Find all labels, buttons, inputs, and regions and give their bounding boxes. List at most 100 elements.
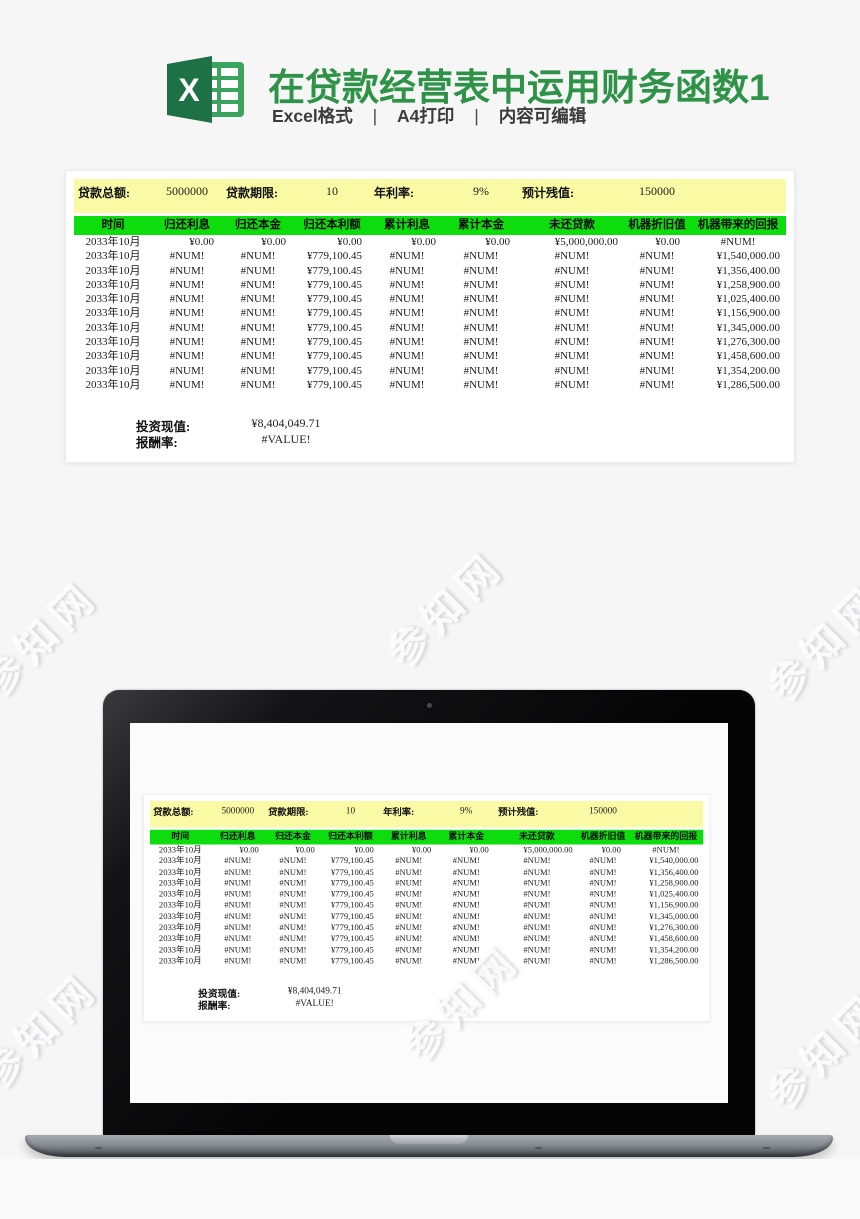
cell-loan-remaining: #NUM! (523, 889, 551, 900)
parameter-label: 年利率: (383, 806, 415, 818)
cell-cum-interest: #NUM! (395, 900, 423, 911)
cell-cum-principal: ¥0.00 (485, 236, 510, 248)
column-header: 机器折旧值 (628, 219, 686, 231)
parameter-label: 预计残值: (498, 806, 539, 818)
table-header-row: 时间 归还利息 归还本金 归还本利额 累计利息 累计本金 未还贷款 机器折旧值 机器带来的回报 (149, 829, 704, 845)
watermark-text: 参知网 (380, 543, 514, 677)
summary-label: 投资现值: (136, 420, 191, 435)
cell-time: 2033年10月 (85, 250, 141, 263)
cell-loan-remaining: #NUM! (523, 856, 551, 866)
cell-cum-principal: #NUM! (452, 911, 480, 922)
cell-depreciation: #NUM! (589, 945, 617, 955)
cell-time: 2033年10月 (158, 934, 202, 944)
cell-payment-total: ¥779,100.45 (307, 250, 362, 263)
cell-loan-remaining: #NUM! (554, 293, 590, 306)
cell-depreciation: #NUM! (589, 889, 617, 900)
column-header: 机器带来的回报 (634, 832, 698, 842)
cell-machine-return: ¥1,458,600.00 (649, 934, 699, 944)
cell-interest-paid: ¥0.00 (239, 845, 259, 855)
cell-interest-paid: #NUM! (169, 250, 205, 263)
table-row: 2033年10月 #NUM! #NUM! ¥779,100.45 #NUM! #… (150, 922, 703, 933)
cell-loan-remaining: #NUM! (523, 934, 551, 944)
cell-time: 2033年10月 (85, 293, 141, 306)
cell-interest-paid: #NUM! (224, 934, 252, 944)
cell-interest-paid: #NUM! (169, 321, 205, 334)
cell-cum-interest: #NUM! (389, 336, 425, 349)
cell-cum-interest: #NUM! (395, 945, 423, 955)
cell-payment-total: ¥779,100.45 (307, 321, 362, 334)
cell-cum-principal: #NUM! (463, 293, 499, 306)
page-title: 在贷款经营表中运用财务函数1 (268, 67, 770, 108)
cell-payment-total: ¥779,100.45 (331, 934, 374, 944)
cell-machine-return: ¥1,345,000.00 (716, 321, 780, 334)
cell-cum-principal: #NUM! (463, 364, 499, 377)
cell-machine-return: ¥1,286,500.00 (649, 956, 699, 966)
column-header: 归还本金 (235, 219, 281, 231)
cell-payment-total: ¥779,100.45 (331, 945, 374, 955)
cell-cum-principal: #NUM! (463, 321, 499, 334)
cell-cum-principal: #NUM! (463, 336, 499, 349)
cell-interest-paid: #NUM! (224, 945, 252, 955)
parameter-label: 贷款期限: (268, 806, 309, 818)
cell-machine-return: ¥1,354,200.00 (649, 945, 699, 955)
cell-time: 2033年10月 (158, 956, 202, 966)
cell-payment-total: ¥779,100.45 (331, 878, 374, 888)
cell-principal-paid: #NUM! (279, 934, 307, 944)
subtitle-separator: | (474, 106, 479, 126)
cell-cum-principal: #NUM! (452, 900, 480, 911)
cell-payment-total: ¥779,100.45 (331, 911, 374, 922)
cell-cum-interest: #NUM! (389, 293, 425, 306)
table-row: 2033年10月 #NUM! #NUM! ¥779,100.45 #NUM! #… (74, 349, 786, 363)
cell-interest-paid: #NUM! (224, 878, 252, 888)
cell-time: 2033年10月 (158, 911, 202, 922)
parameter-value: 10 (345, 804, 356, 816)
summary-row: 投资现值: ¥8,404,049.71 (136, 416, 786, 435)
summary-value: ¥8,404,049.71 (287, 985, 342, 997)
cell-payment-total: ¥779,100.45 (307, 336, 362, 349)
cell-interest-paid: #NUM! (224, 956, 252, 966)
cell-cum-principal: #NUM! (452, 878, 480, 888)
parameter-value: 5000000 (221, 804, 255, 816)
table-row: 2033年10月 #NUM! #NUM! ¥779,100.45 #NUM! #… (150, 889, 703, 900)
cell-depreciation: #NUM! (589, 911, 617, 922)
cell-cum-principal: #NUM! (452, 923, 480, 933)
cell-cum-interest: #NUM! (395, 956, 423, 966)
cell-depreciation: ¥0.00 (655, 236, 680, 248)
cell-principal-paid: #NUM! (279, 956, 307, 966)
cell-depreciation: ¥0.00 (601, 845, 621, 855)
cell-loan-remaining: ¥5,000,000.00 (523, 845, 573, 855)
cell-depreciation: #NUM! (589, 878, 617, 888)
cell-depreciation: #NUM! (639, 293, 675, 306)
cell-cum-interest: #NUM! (395, 911, 423, 922)
table-row: 2033年10月 #NUM! #NUM! ¥779,100.45 #NUM! #… (74, 278, 786, 292)
cell-cum-principal: #NUM! (452, 956, 480, 966)
cell-cum-interest: #NUM! (389, 250, 425, 263)
cell-cum-principal: #NUM! (463, 264, 499, 277)
cell-loan-remaining: #NUM! (554, 264, 590, 277)
page-subtitle: Excel格式 | A4打印 | 内容可编辑 (272, 103, 586, 128)
cell-time: 2033年10月 (158, 923, 202, 933)
cell-cum-principal: #NUM! (452, 945, 480, 955)
cell-depreciation: #NUM! (639, 364, 675, 377)
cell-cum-interest: #NUM! (395, 856, 423, 866)
spreadsheet-preview-card-laptop: 贷款总额: 5000000 贷款期限: 10 年利率: 9% 预计残值: 150… (143, 794, 711, 1022)
cell-machine-return: #NUM! (720, 236, 756, 248)
cell-loan-remaining: ¥5,000,000.00 (554, 236, 618, 248)
cell-time: 2033年10月 (158, 900, 202, 911)
table-row: 2033年10月 #NUM! #NUM! ¥779,100.45 #NUM! #… (74, 321, 786, 335)
column-header: 时间 (171, 832, 190, 842)
cell-loan-remaining: #NUM! (554, 336, 590, 349)
cell-principal-paid: #NUM! (279, 878, 307, 888)
spreadsheet-preview-card: 贷款总额: 5000000 贷款期限: 10 年利率: 9% 预计残值: 150… (65, 170, 795, 464)
table-row: 2033年10月 #NUM! #NUM! ¥779,100.45 #NUM! #… (150, 856, 703, 867)
cell-payment-total: ¥779,100.45 (331, 900, 374, 911)
cell-loan-remaining: #NUM! (523, 956, 551, 966)
table-row: 2033年10月 #NUM! #NUM! ¥779,100.45 #NUM! #… (74, 335, 786, 349)
summary-block: 投资现值: ¥8,404,049.71 报酬率: #VALUE! (198, 985, 703, 1011)
cell-interest-paid: #NUM! (224, 889, 252, 900)
subtitle-format: Excel格式 (272, 106, 353, 126)
cell-principal-paid: #NUM! (240, 378, 276, 391)
cell-principal-paid: #NUM! (240, 293, 276, 306)
watermark-text: 参知网 (0, 573, 108, 707)
parameter-label: 年利率: (374, 186, 414, 200)
